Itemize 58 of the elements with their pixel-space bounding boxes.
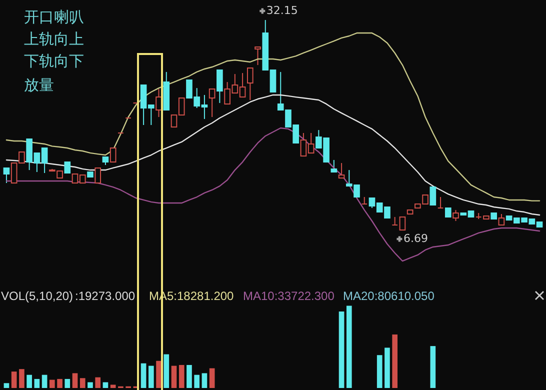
candlestick: [430, 186, 436, 206]
bar: [178, 364, 184, 388]
annotation: 上轨向上: [24, 30, 84, 48]
text: VOL(5,10,20): [1, 289, 74, 303]
text: 6.69: [403, 232, 428, 245]
bar: [110, 384, 116, 388]
candlestick: [338, 162, 345, 178]
candlestick: [246, 68, 254, 101]
text: :19273.000: [75, 289, 136, 303]
bar: [80, 378, 86, 388]
bar: [338, 312, 344, 388]
candlestick: [392, 216, 398, 226]
bar: [34, 378, 40, 388]
bar: [194, 374, 200, 388]
text: 32.15: [266, 4, 298, 17]
candlestick: [452, 210, 459, 222]
bar: [26, 374, 32, 388]
candlestick: [437, 196, 444, 208]
candlestick: [361, 196, 368, 205]
candlestick: [3, 167, 10, 184]
candlestick: [64, 162, 71, 174]
bar: [19, 369, 24, 388]
bar: [95, 377, 101, 388]
bar: [11, 372, 17, 388]
annotation: 下轨向下: [24, 52, 84, 70]
candlestick: [254, 46, 261, 66]
bar: [72, 373, 78, 388]
bar: [102, 382, 108, 388]
candlestick: [94, 167, 102, 184]
bar: [148, 366, 154, 388]
bar: [209, 368, 215, 388]
candlestick: [399, 216, 406, 230]
annotation: 开口喇叭: [24, 8, 84, 26]
bar: [42, 374, 48, 388]
bar: [64, 378, 70, 388]
bar: [88, 382, 93, 388]
bar: [186, 364, 192, 388]
candlestick: [330, 159, 338, 173]
bar: [50, 380, 55, 388]
bar: [140, 363, 146, 388]
bar: [376, 355, 382, 388]
candlestick: [110, 148, 116, 163]
candlestick: [208, 88, 216, 118]
candlestick: [498, 214, 505, 226]
bar: [156, 360, 162, 388]
text: MA10:33722.300: [243, 289, 334, 303]
bar: [384, 348, 390, 388]
bar: [164, 354, 170, 388]
candlestick: [216, 69, 223, 104]
bar: [57, 378, 62, 388]
bar: [202, 373, 208, 388]
annotation: 放量: [24, 76, 54, 94]
bar: [4, 383, 10, 388]
bar: [392, 334, 398, 388]
text: MA20:80610.050: [343, 289, 434, 303]
bar: [346, 306, 352, 388]
bar: [171, 366, 177, 388]
bar: [430, 346, 436, 388]
